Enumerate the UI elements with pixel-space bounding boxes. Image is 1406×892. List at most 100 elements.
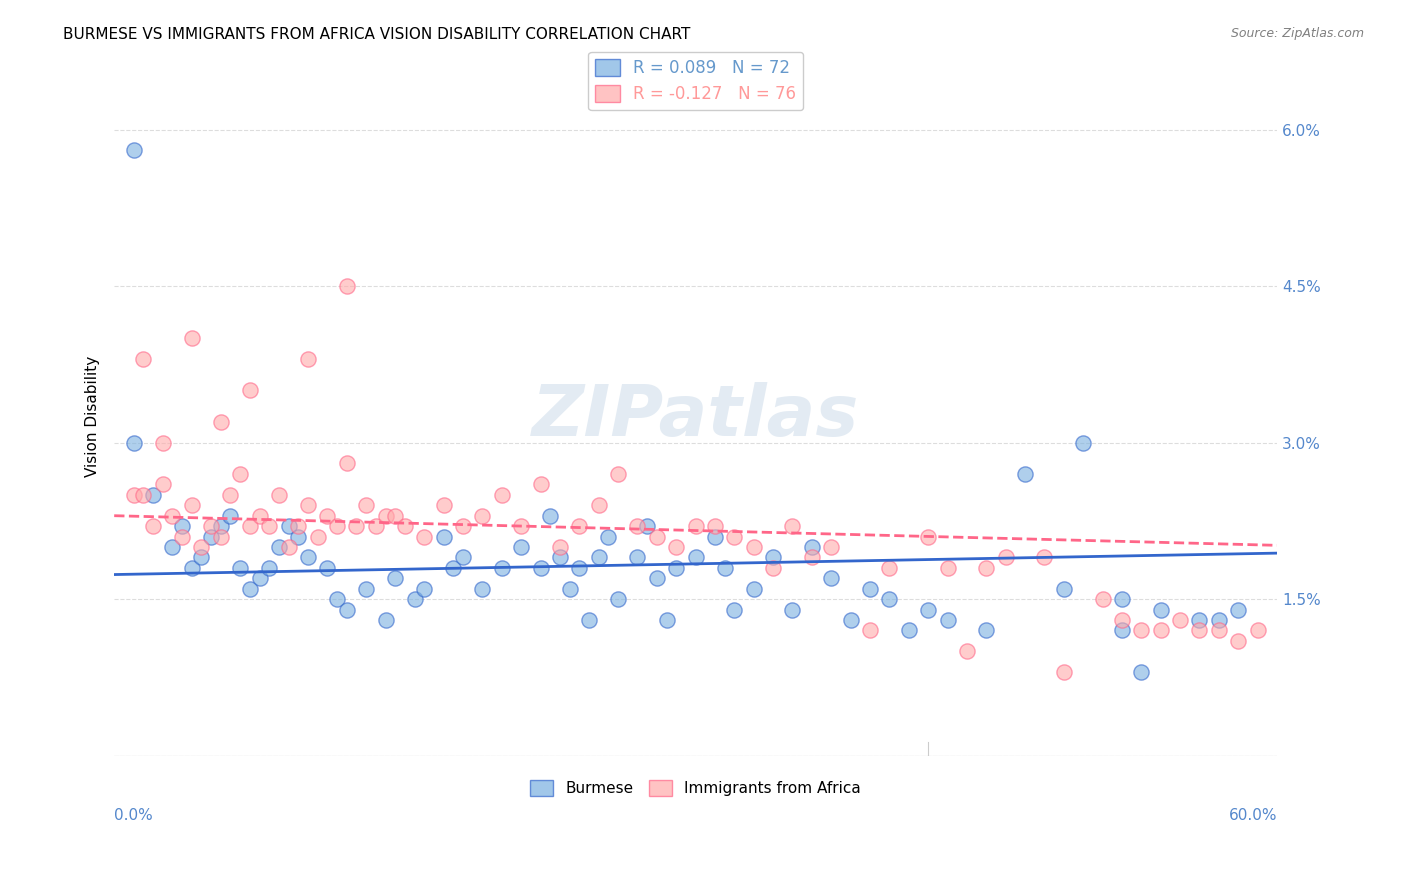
Point bbox=[152, 477, 174, 491]
Point bbox=[859, 582, 882, 596]
Point bbox=[200, 519, 222, 533]
Point bbox=[1053, 582, 1076, 596]
Point bbox=[249, 508, 271, 523]
Point bbox=[548, 540, 571, 554]
Text: 60.0%: 60.0% bbox=[1229, 808, 1277, 822]
Point bbox=[1053, 665, 1076, 680]
Point bbox=[626, 550, 648, 565]
Point bbox=[598, 529, 620, 543]
Point bbox=[742, 540, 765, 554]
Point bbox=[354, 582, 377, 596]
Point bbox=[209, 529, 232, 543]
Point bbox=[1130, 624, 1153, 638]
Point bbox=[190, 540, 212, 554]
Point bbox=[1014, 467, 1036, 481]
Point bbox=[297, 498, 319, 512]
Point bbox=[219, 488, 242, 502]
Point bbox=[1208, 613, 1230, 627]
Point bbox=[132, 488, 155, 502]
Point bbox=[800, 540, 823, 554]
Point bbox=[548, 550, 571, 565]
Point bbox=[384, 571, 406, 585]
Point bbox=[336, 457, 359, 471]
Point bbox=[384, 508, 406, 523]
Point bbox=[558, 582, 581, 596]
Point bbox=[451, 550, 474, 565]
Point bbox=[879, 561, 901, 575]
Point bbox=[287, 529, 309, 543]
Point bbox=[1246, 624, 1268, 638]
Point bbox=[267, 488, 290, 502]
Point bbox=[249, 571, 271, 585]
Point bbox=[277, 540, 299, 554]
Point bbox=[364, 519, 387, 533]
Point bbox=[936, 561, 959, 575]
Point bbox=[491, 488, 513, 502]
Point bbox=[336, 602, 359, 616]
Point bbox=[1130, 665, 1153, 680]
Point bbox=[257, 561, 280, 575]
Point bbox=[142, 519, 165, 533]
Point bbox=[1033, 550, 1056, 565]
Point bbox=[239, 384, 262, 398]
Point bbox=[636, 519, 658, 533]
Point bbox=[665, 561, 688, 575]
Point bbox=[568, 561, 591, 575]
Point bbox=[152, 435, 174, 450]
Point bbox=[162, 508, 184, 523]
Point bbox=[859, 624, 882, 638]
Point bbox=[1227, 633, 1250, 648]
Point bbox=[568, 519, 591, 533]
Point bbox=[529, 561, 551, 575]
Point bbox=[267, 540, 290, 554]
Point bbox=[665, 540, 688, 554]
Point bbox=[316, 508, 339, 523]
Text: ZIPatlas: ZIPatlas bbox=[531, 382, 859, 451]
Point bbox=[762, 550, 785, 565]
Point bbox=[354, 498, 377, 512]
Point bbox=[1168, 613, 1191, 627]
Point bbox=[180, 331, 202, 345]
Point bbox=[742, 582, 765, 596]
Point bbox=[1111, 613, 1133, 627]
Point bbox=[374, 613, 396, 627]
Point bbox=[209, 519, 232, 533]
Legend: Burmese, Immigrants from Africa: Burmese, Immigrants from Africa bbox=[524, 774, 868, 802]
Point bbox=[336, 279, 359, 293]
Point bbox=[316, 561, 339, 575]
Point bbox=[180, 498, 202, 512]
Point bbox=[122, 488, 145, 502]
Point bbox=[645, 529, 668, 543]
Point bbox=[132, 352, 155, 367]
Point bbox=[800, 550, 823, 565]
Text: 0.0%: 0.0% bbox=[114, 808, 153, 822]
Point bbox=[229, 561, 252, 575]
Point bbox=[713, 561, 735, 575]
Point bbox=[704, 519, 727, 533]
Point bbox=[685, 519, 707, 533]
Point bbox=[626, 519, 648, 533]
Point bbox=[433, 498, 456, 512]
Point bbox=[307, 529, 329, 543]
Point bbox=[413, 529, 436, 543]
Point bbox=[1150, 602, 1173, 616]
Point bbox=[994, 550, 1017, 565]
Point bbox=[471, 508, 494, 523]
Point bbox=[219, 508, 242, 523]
Point bbox=[277, 519, 299, 533]
Point bbox=[578, 613, 600, 627]
Y-axis label: Vision Disability: Vision Disability bbox=[86, 356, 100, 477]
Point bbox=[820, 571, 842, 585]
Point bbox=[122, 435, 145, 450]
Point bbox=[326, 519, 349, 533]
Point bbox=[170, 519, 193, 533]
Point bbox=[723, 529, 745, 543]
Point bbox=[297, 352, 319, 367]
Point bbox=[190, 550, 212, 565]
Point bbox=[142, 488, 165, 502]
Point bbox=[1208, 624, 1230, 638]
Point bbox=[645, 571, 668, 585]
Point bbox=[200, 529, 222, 543]
Point bbox=[685, 550, 707, 565]
Point bbox=[1091, 592, 1114, 607]
